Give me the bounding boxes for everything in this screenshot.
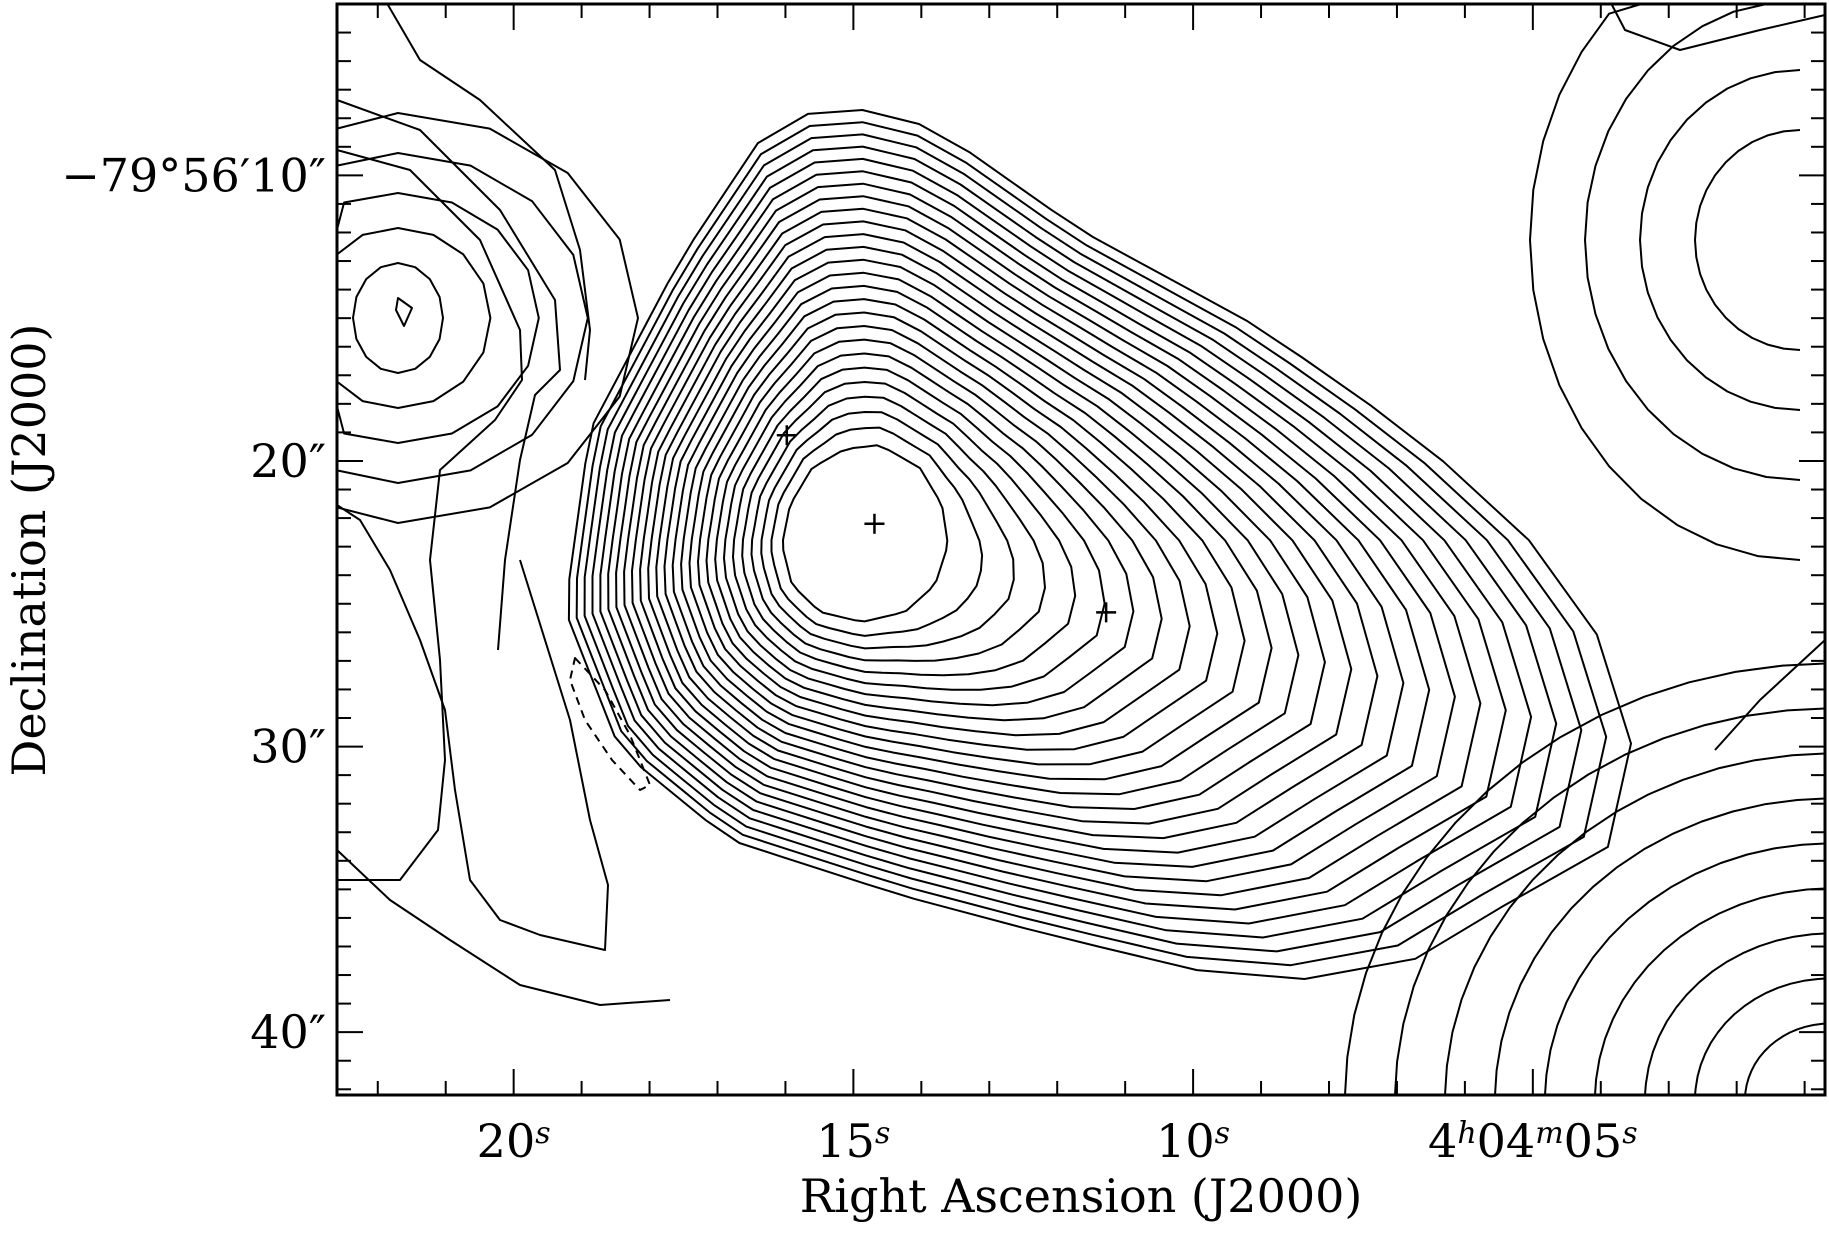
y-tick-labels: −79°56′10″ 20″ 30″ 40″ (61, 148, 326, 1059)
axis-ticks (337, 4, 1825, 1095)
x-tick-labels: 20s 15s 10s 4h04m05s (477, 1114, 1638, 1168)
contour-line (1744, 1022, 1826, 1096)
contour-line (1714, 639, 1826, 751)
contour-line (750, 395, 1046, 662)
contour-line (1611, 4, 1826, 51)
contour-lines (336, 3, 1826, 1096)
contour-line (688, 298, 1246, 766)
contour-line (1644, 932, 1826, 1096)
contour-line (575, 121, 1608, 967)
contour-line (623, 195, 1456, 883)
contour-line (395, 297, 413, 327)
contour-line (1694, 977, 1826, 1096)
contour-line (336, 149, 523, 881)
contour-line (336, 227, 492, 409)
contour-line (336, 152, 589, 484)
contour-line (741, 381, 1077, 677)
contour-line (583, 133, 1583, 953)
contour-line (387, 4, 591, 381)
contour-line (782, 444, 949, 623)
contour-line (655, 245, 1353, 825)
x-tick-label: 20s (477, 1114, 551, 1168)
contour-line (631, 207, 1431, 868)
contour-line (336, 99, 561, 651)
x-tick-label: 4h04m05s (1428, 1114, 1638, 1168)
y-tick-label: −79°56′10″ (61, 148, 326, 202)
contour-line (1529, 3, 1801, 561)
negative-contour (569, 657, 651, 791)
contour-line (1694, 129, 1801, 351)
contour-line (639, 220, 1405, 854)
x-axis-title: Right Ascension (J2000) (800, 1169, 1363, 1223)
x-tick-label: 15s (816, 1114, 890, 1168)
contour-line (352, 262, 444, 374)
contour-line (680, 284, 1273, 781)
contour-line (336, 849, 671, 1006)
contour-line (607, 170, 1507, 911)
contour-line (697, 311, 1219, 751)
source-markers (776, 425, 1117, 623)
contour-line (591, 145, 1558, 939)
contour-line (705, 325, 1191, 737)
y-tick-label: 40″ (250, 1005, 326, 1059)
contour-line (723, 352, 1135, 707)
contour-line (671, 271, 1300, 796)
contour-line (1594, 887, 1826, 1096)
y-tick-label: 30″ (250, 720, 326, 774)
contour-line (1394, 707, 1826, 1096)
contour-line (599, 157, 1533, 925)
contour-line (647, 233, 1379, 840)
contour-line (760, 411, 1015, 650)
y-tick-label: 20″ (250, 434, 326, 488)
x-tick-label: 10s (1156, 1114, 1230, 1168)
contour-line (714, 338, 1163, 722)
y-axis-title: Declination (J2000) (2, 324, 56, 777)
contour-line (1584, 3, 1801, 481)
contour-line (336, 504, 609, 951)
contour-line (1544, 842, 1826, 1096)
contour-line (770, 426, 984, 637)
contour-line (1444, 752, 1826, 1096)
contour-line (1344, 662, 1826, 1096)
contour-line (615, 182, 1482, 897)
contour-line (732, 366, 1106, 691)
contour-line (663, 258, 1326, 810)
plot-frame (335, 2, 1827, 1097)
contour-line (1639, 69, 1801, 411)
contour-line (567, 109, 1632, 980)
contour-line (336, 192, 540, 444)
contour-line (1494, 797, 1826, 1096)
